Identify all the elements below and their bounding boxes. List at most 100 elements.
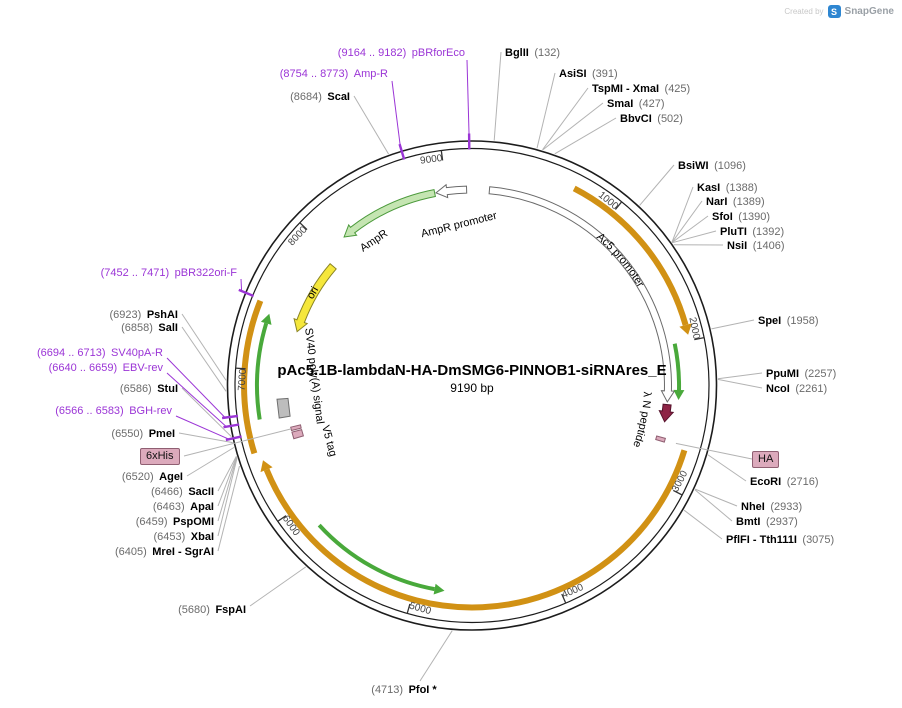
enzyme-site-label[interactable]: NheI (2933) <box>741 501 802 513</box>
feature-sv40-poly-a-signal[interactable] <box>276 397 291 419</box>
site-callout-line <box>217 457 238 522</box>
enzyme-site-label[interactable]: NsiI (1406) <box>727 240 784 252</box>
primer-label[interactable]: (6694 .. 6713) SV40pA-R <box>37 347 163 359</box>
scale-tick <box>614 201 623 210</box>
feature-orf-arrow-right[interactable] <box>672 343 682 391</box>
site-callout-line <box>707 454 747 482</box>
primer-label[interactable]: (6640 .. 6659) EBV-rev <box>49 362 164 374</box>
enzyme-site-label[interactable]: (4713) PfoI * <box>371 684 437 696</box>
enzyme-site-label[interactable]: (6520) AgeI <box>122 471 183 483</box>
primer-label[interactable]: (8754 .. 8773) Amp-R <box>280 68 388 80</box>
scale-tick <box>299 222 308 231</box>
feature-lambda-n-peptide[interactable] <box>658 403 675 423</box>
feature-v5-tag-label: V5 tag <box>319 424 339 458</box>
snapgene-brand-text: SnapGene <box>844 6 894 17</box>
primer-label[interactable]: (9164 .. 9182) pBRforEco <box>338 47 465 59</box>
enzyme-site-label[interactable]: SfoI (1390) <box>712 211 770 223</box>
site-callout-line <box>694 489 733 522</box>
enzyme-site-label[interactable]: (6405) MreI - SgrAI <box>115 546 214 558</box>
feature-cds-arc-left[interactable] <box>241 299 264 455</box>
tag-callout-line <box>675 442 753 460</box>
feature-ori[interactable] <box>293 262 337 333</box>
enzyme-site-label[interactable]: BsiWI (1096) <box>678 160 746 172</box>
enzyme-site-label[interactable]: (6550) PmeI <box>111 428 175 440</box>
enzyme-site-label[interactable]: EcoRI (2716) <box>750 476 818 488</box>
scale-tick-label: 9000 <box>420 153 444 167</box>
enzyme-site-label[interactable]: NarI (1389) <box>706 196 765 208</box>
enzyme-site-label[interactable]: (6466) SacII <box>151 486 214 498</box>
scale-tick-label: 6000 <box>280 514 302 539</box>
feature-ampr-promoter[interactable] <box>435 183 468 199</box>
site-callout-line <box>639 164 675 206</box>
feature-orf-arrow-right-arrowhead <box>673 389 685 400</box>
site-callout-line <box>672 230 717 244</box>
primer-callout-line <box>166 372 227 428</box>
scale-tick <box>406 603 411 614</box>
primer-callout-line <box>240 278 243 292</box>
tag-6xhis-label[interactable]: 6xHis <box>140 448 180 465</box>
enzyme-site-label[interactable]: (6459) PspOMI <box>136 516 214 528</box>
enzyme-site-label[interactable]: BmtI (2937) <box>736 516 798 528</box>
feature-ampr[interactable] <box>343 189 436 238</box>
enzyme-site-label[interactable]: (6923) PshAI <box>110 309 178 321</box>
feature-cds-arc-bottom[interactable] <box>263 449 688 611</box>
tag-ha-label[interactable]: HA <box>752 451 780 468</box>
primer-callout-line <box>391 80 401 148</box>
primer-label[interactable]: (6566 .. 6583) BGH-rev <box>55 405 172 417</box>
enzyme-site-label[interactable]: PflFI - Tth111I (3075) <box>726 534 834 546</box>
enzyme-site-label[interactable]: TspMI - XmaI (425) <box>592 83 690 95</box>
snapgene-logo-icon: S <box>827 5 841 18</box>
feature-cds-arc-bottom-arrowhead <box>260 460 273 473</box>
enzyme-site-label[interactable]: SmaI (427) <box>607 98 664 110</box>
site-callout-line <box>217 458 238 537</box>
scale-tick <box>561 593 567 604</box>
feature-v5-tag[interactable] <box>291 428 305 440</box>
scale-tick <box>440 150 444 161</box>
feature-his6-glyph[interactable] <box>290 424 302 432</box>
site-callout-line <box>217 455 237 492</box>
scale-tick <box>673 489 683 496</box>
backbone-inner-circle <box>234 147 710 624</box>
site-callout-line <box>536 72 556 149</box>
feature-cds-arc-upper-right-arrowhead <box>679 323 692 335</box>
scale-tick <box>235 367 246 370</box>
enzyme-site-label[interactable]: (6858) SalI <box>121 322 178 334</box>
site-callout-line <box>671 186 694 243</box>
site-callout-line <box>683 509 723 540</box>
enzyme-site-label[interactable]: SpeI (1958) <box>758 315 819 327</box>
feature-lambda-n-peptide-label: λ N peptide <box>630 391 653 449</box>
enzyme-site-label[interactable]: NcoI (2261) <box>766 383 827 395</box>
enzyme-site-label[interactable]: (6463) ApaI <box>153 501 214 513</box>
enzyme-site-label[interactable]: (8684) ScaI <box>290 91 350 103</box>
feature-cds-arc-upper-right[interactable] <box>572 185 689 326</box>
enzyme-site-label[interactable]: AsiSI (391) <box>559 68 618 80</box>
feature-orf-arrow-bottom[interactable] <box>317 523 435 592</box>
feature-ac5-promoter[interactable] <box>488 186 676 403</box>
site-callout-line <box>181 313 227 381</box>
enzyme-site-label[interactable]: BglII (132) <box>505 47 560 59</box>
site-callout-line <box>717 372 763 380</box>
scale-tick <box>277 515 287 522</box>
enzyme-site-label[interactable]: PluTI (1392) <box>720 226 784 238</box>
site-callout-line <box>671 215 709 243</box>
enzyme-site-label[interactable]: BbvCI (502) <box>620 113 683 125</box>
scale-tick-label: 7000 <box>236 368 249 391</box>
feature-orf-arrow-left[interactable] <box>255 322 269 420</box>
scale-tick-label: 2000 <box>686 316 701 340</box>
enzyme-site-label[interactable]: (6586) StuI <box>120 383 178 395</box>
scale-tick <box>694 336 705 341</box>
enzyme-site-label[interactable]: PpuMI (2257) <box>766 368 836 380</box>
site-callout-line <box>186 447 235 477</box>
site-callout-line <box>542 87 589 151</box>
enzyme-site-label[interactable]: KasI (1388) <box>697 182 758 194</box>
site-callout-line <box>419 630 453 682</box>
primer-label[interactable]: (7452 .. 7471) pBR322ori-F <box>101 267 238 279</box>
primer-callout-line <box>175 415 230 440</box>
feature-ha-tag-glyph[interactable] <box>655 435 667 443</box>
enzyme-site-label[interactable]: (6453) XbaI <box>153 531 214 543</box>
enzyme-site-label[interactable]: (5680) FspAI <box>178 604 246 616</box>
site-callout-line <box>542 102 604 151</box>
backbone-outer-circle <box>226 140 718 631</box>
